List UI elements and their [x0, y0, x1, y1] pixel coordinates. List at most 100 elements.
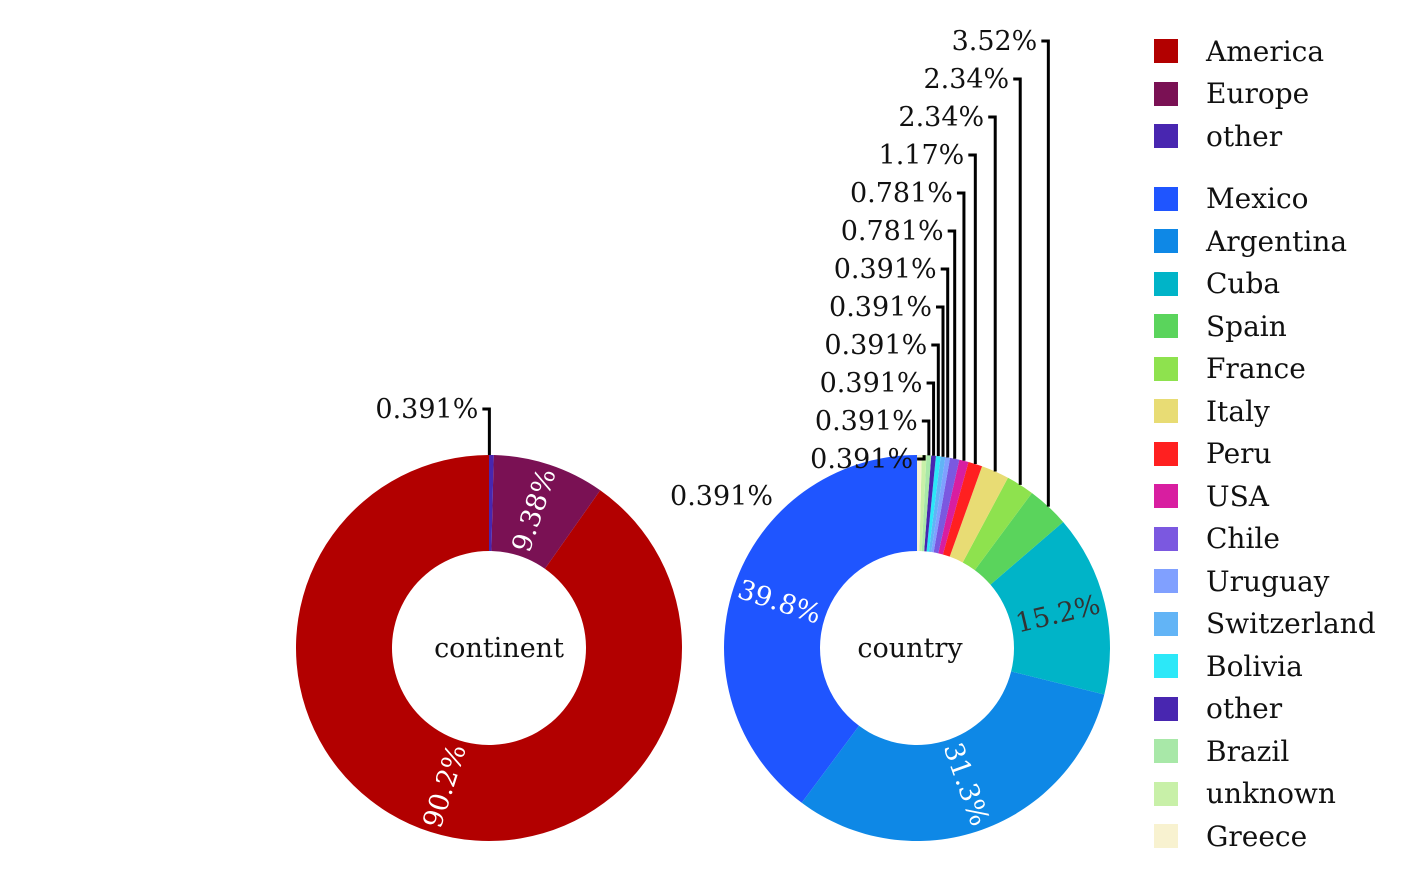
- legend-swatch: [1154, 229, 1178, 254]
- data-label-spain: 3.52%: [952, 26, 1038, 57]
- legend-swatch: [1154, 654, 1178, 679]
- data-label-chile: 0.781%: [841, 216, 944, 247]
- slice-country-greece: [917, 455, 922, 552]
- legend-swatch: [1154, 124, 1178, 149]
- legend-label: Peru: [1206, 437, 1272, 471]
- legend-item-unknown: unknown: [1150, 773, 1376, 816]
- data-label-usa: 0.781%: [850, 178, 953, 209]
- slice-country-bolivia: [926, 455, 941, 552]
- legend-label: Greece: [1206, 819, 1308, 853]
- leader-line-spain: [1041, 39, 1050, 507]
- slice-continent-europe: [491, 455, 601, 569]
- data-label-greece: 0.391%: [670, 481, 773, 512]
- legend-label: Italy: [1206, 394, 1270, 428]
- legend-item-brazil: Brazil: [1150, 730, 1376, 773]
- legend-item-mexico: Mexico: [1150, 178, 1376, 221]
- leader-line-chile: [947, 229, 957, 459]
- legend-label: other: [1206, 119, 1283, 153]
- legend-item-america: America: [1150, 30, 1376, 73]
- legend-swatch: [1154, 271, 1178, 296]
- legend-group-gap: [1150, 158, 1376, 178]
- leader-line-switzerland: [936, 305, 945, 457]
- legend-label: France: [1206, 352, 1306, 386]
- data-label-france: 2.34%: [923, 64, 1009, 95]
- legend-label: Europe: [1206, 77, 1310, 111]
- data-label-unknown: 0.391%: [810, 444, 913, 475]
- leader-line-brazil: [921, 419, 931, 456]
- legend-item-bolivia: Bolivia: [1150, 645, 1376, 688]
- legend-swatch: [1154, 824, 1178, 849]
- donut-center-title: continent: [434, 633, 564, 664]
- leader-line-peru: [968, 153, 977, 465]
- data-label-other: 0.391%: [375, 394, 478, 425]
- legend-item-other: other: [1150, 688, 1376, 731]
- legend-label: Brazil: [1206, 734, 1290, 768]
- legend-swatch: [1154, 186, 1178, 211]
- legend-label: Bolivia: [1206, 649, 1303, 683]
- legend-swatch: [1154, 399, 1178, 424]
- legend-item-switzerland: Switzerland: [1150, 603, 1376, 646]
- legend-label: Mexico: [1206, 182, 1309, 216]
- legend-item-usa: USA: [1150, 475, 1376, 518]
- legend-label: Uruguay: [1206, 564, 1330, 598]
- leader-line-other: [926, 381, 936, 456]
- leader-line-italy: [988, 115, 997, 472]
- legend-swatch: [1154, 781, 1178, 806]
- legend-label: Chile: [1206, 522, 1280, 556]
- slice-country-other: [924, 455, 936, 552]
- legend-item-chile: Chile: [1150, 518, 1376, 561]
- leader-line-uruguay: [940, 267, 950, 458]
- legend-label: Cuba: [1206, 267, 1281, 301]
- legend-swatch: [1154, 356, 1178, 381]
- slice-country-italy: [949, 466, 1008, 563]
- legend-swatch: [1154, 696, 1178, 721]
- slice-country-brazil: [921, 455, 932, 552]
- legend-label: USA: [1206, 479, 1269, 513]
- data-label-peru: 1.17%: [879, 140, 965, 171]
- legend-item-peru: Peru: [1150, 433, 1376, 476]
- legend-swatch: [1154, 526, 1178, 551]
- legend-swatch: [1154, 611, 1178, 636]
- slice-country-unknown: [919, 455, 927, 552]
- slice-country-uruguay: [931, 457, 951, 553]
- legend-item-other: other: [1150, 115, 1376, 158]
- slice-continent-america: [295, 455, 682, 841]
- slice-country-chile: [933, 457, 960, 554]
- leader-line-unknown: [917, 455, 926, 461]
- legend-label: Spain: [1206, 309, 1287, 343]
- slice-country-peru: [942, 462, 983, 557]
- slice-country-mexico: [724, 455, 917, 803]
- slice-continent-other: [489, 455, 494, 552]
- leader-line-bolivia: [931, 343, 940, 457]
- slice-country-spain: [974, 492, 1064, 585]
- legend-swatch: [1154, 39, 1178, 64]
- legend-swatch: [1154, 81, 1178, 106]
- legend-swatch: [1154, 484, 1178, 509]
- legend-label: other: [1206, 692, 1283, 726]
- legend-swatch: [1154, 314, 1178, 339]
- legend-label: unknown: [1206, 777, 1336, 811]
- data-label-switzerland: 0.391%: [829, 292, 932, 323]
- data-label-bolivia: 0.391%: [824, 330, 927, 361]
- legend-item-france: France: [1150, 348, 1376, 391]
- data-label-other: 0.391%: [820, 368, 923, 399]
- legend-item-uruguay: Uruguay: [1150, 560, 1376, 603]
- leader-line-usa: [956, 191, 966, 461]
- legend-item-spain: Spain: [1150, 305, 1376, 348]
- data-label-italy: 2.34%: [898, 102, 984, 133]
- legend-swatch: [1154, 441, 1178, 466]
- slice-country-france: [962, 477, 1032, 571]
- slice-country-argentina: [801, 671, 1105, 841]
- data-label-uruguay: 0.391%: [834, 254, 937, 285]
- legend-item-greece: Greece: [1150, 815, 1376, 858]
- legend-item-argentina: Argentina: [1150, 220, 1376, 263]
- legend-swatch: [1154, 569, 1178, 594]
- country-donut: country39.8%31.3%15.2%0.391%0.391%0.391%…: [670, 26, 1110, 841]
- legend-item-italy: Italy: [1150, 390, 1376, 433]
- legend-label: Switzerland: [1206, 607, 1376, 641]
- donut-center-title: country: [857, 633, 963, 664]
- slice-country-switzerland: [928, 456, 946, 553]
